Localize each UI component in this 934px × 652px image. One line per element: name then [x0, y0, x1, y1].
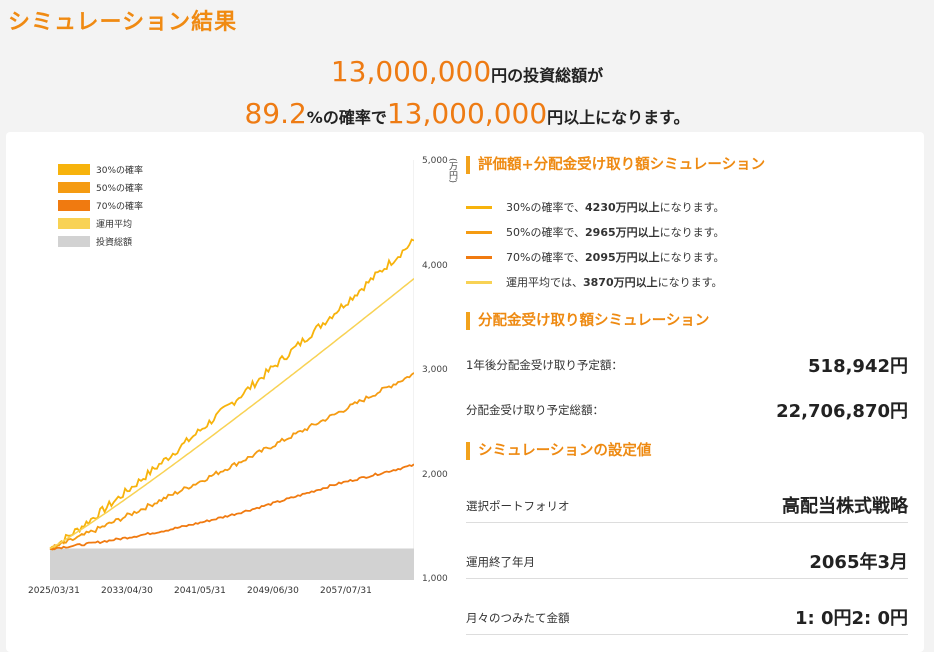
row-label: 分配金受け取り予定総額：	[466, 403, 604, 417]
headline-target-suffix: 円以上になります。	[547, 108, 690, 127]
series-area-total-investment	[50, 548, 414, 580]
line-swatch-50	[466, 230, 492, 234]
section-title-dividend: 分配金受け取り額シミュレーション	[466, 312, 709, 330]
row-value: 2065年3月	[809, 552, 908, 573]
headline-probability: 89.2%の確率で13,000,000円以上になります。	[0, 97, 934, 130]
x-tick-label: 2057/07/31	[320, 586, 372, 596]
headline-total-investment: 13,000,000円の投資総額が	[0, 55, 934, 88]
valuation-line-70: 70%の確率で、 2095万円以上 になります。	[466, 249, 725, 265]
valuation-line-50: 50%の確率で、 2965万円以上 になります。	[466, 224, 725, 240]
x-tick-label: 2033/04/30	[101, 586, 153, 596]
series-line-1	[49, 238, 414, 551]
settings-row-end-date: 運用終了年月 2065年3月	[466, 544, 908, 579]
valuation-text-post: になります。	[659, 251, 725, 264]
valuation-text-value: 3870万円以上	[583, 276, 658, 289]
row-value: 22,706,870円	[776, 401, 908, 422]
y-tick-label: 1,000	[422, 574, 448, 584]
series-line-3	[49, 463, 414, 551]
dividend-row-1year: 1年後分配金受け取り予定額： 518,942円	[466, 350, 908, 380]
valuation-line-average: 運用平均では、 3870万円以上 になります。	[466, 274, 723, 290]
y-tick-label: 3,000	[422, 365, 448, 375]
valuation-text-pre: 30%の確率で、	[506, 201, 586, 214]
series-line-4	[49, 278, 414, 550]
x-tick-label: 2041/05/31	[174, 586, 226, 596]
legend-label-30: 30%の確率	[96, 165, 144, 176]
legend-item-total: 投資総額	[58, 232, 143, 250]
y-axis-unit: (万円)	[447, 158, 457, 184]
y-tick-label: 5,000	[422, 156, 448, 166]
row-value: 高配当株式戦略	[782, 496, 908, 517]
valuation-text-pre: 70%の確率で、	[506, 251, 586, 264]
chart-svg	[49, 160, 414, 580]
legend-label-total: 投資総額	[96, 237, 133, 248]
row-value: 1: 0円2: 0円	[794, 608, 908, 629]
series-line-2	[49, 372, 414, 551]
settings-row-portfolio: 選択ポートフォリオ 高配当株式戦略	[466, 488, 908, 523]
simulation-chart: 30%の確率 50%の確率 70%の確率 運用平均 投資総額 5,000 4,0…	[14, 148, 457, 618]
y-tick-label: 2,000	[422, 470, 448, 480]
line-swatch-30	[466, 205, 492, 209]
page-title: シミュレーション結果	[8, 10, 238, 35]
valuation-text-pre: 運用平均では、	[506, 276, 583, 289]
x-tick-label: 2025/03/31	[28, 586, 80, 596]
row-label: 運用終了年月	[466, 555, 535, 569]
row-value: 518,942円	[808, 356, 908, 377]
legend-item-average: 運用平均	[58, 214, 143, 232]
row-label: 1年後分配金受け取り予定額：	[466, 358, 623, 372]
headline-probability-value: 89.2	[244, 97, 307, 130]
valuation-text-post: になります。	[659, 226, 725, 239]
legend-swatch-50	[58, 181, 90, 193]
valuation-text-value: 2965万円以上	[585, 226, 660, 239]
legend-label-50: 50%の確率	[96, 183, 144, 194]
legend-swatch-70	[58, 199, 90, 211]
valuation-text-value: 4230万円以上	[585, 201, 660, 214]
headline-target: 13,000,000	[386, 97, 548, 130]
dividend-row-total: 分配金受け取り予定総額： 22,706,870円	[466, 395, 908, 425]
x-tick-label: 2049/06/30	[247, 586, 299, 596]
settings-row-monthly: 月々のつみたて金額 1: 0円2: 0円	[466, 600, 908, 635]
line-swatch-average	[466, 280, 492, 284]
valuation-text-post: になります。	[659, 201, 725, 214]
legend-label-70: 70%の確率	[96, 201, 144, 212]
legend-label-average: 運用平均	[96, 219, 133, 230]
row-label: 月々のつみたて金額	[466, 611, 570, 625]
section-title-settings: シミュレーションの設定値	[466, 442, 651, 460]
headline-amount-suffix: 円の投資総額が	[491, 66, 604, 85]
headline-amount: 13,000,000	[330, 55, 492, 88]
headline-probability-suffix: %の確率で	[306, 108, 387, 127]
legend-item-30: 30%の確率	[58, 160, 143, 178]
y-tick-label: 4,000	[422, 261, 448, 271]
line-swatch-70	[466, 255, 492, 259]
valuation-text-post: になります。	[657, 276, 723, 289]
chart-legend: 30%の確率 50%の確率 70%の確率 運用平均 投資総額	[58, 160, 143, 250]
valuation-text-value: 2095万円以上	[585, 251, 660, 264]
section-title-valuation: 評価額+分配金受け取り額シミュレーション	[466, 156, 765, 174]
valuation-text-pre: 50%の確率で、	[506, 226, 586, 239]
legend-item-50: 50%の確率	[58, 178, 143, 196]
legend-swatch-total	[58, 235, 90, 247]
legend-swatch-30	[58, 163, 90, 175]
legend-swatch-average	[58, 217, 90, 229]
row-label: 選択ポートフォリオ	[466, 499, 570, 513]
valuation-line-30: 30%の確率で、 4230万円以上 になります。	[466, 199, 725, 215]
legend-item-70: 70%の確率	[58, 196, 143, 214]
